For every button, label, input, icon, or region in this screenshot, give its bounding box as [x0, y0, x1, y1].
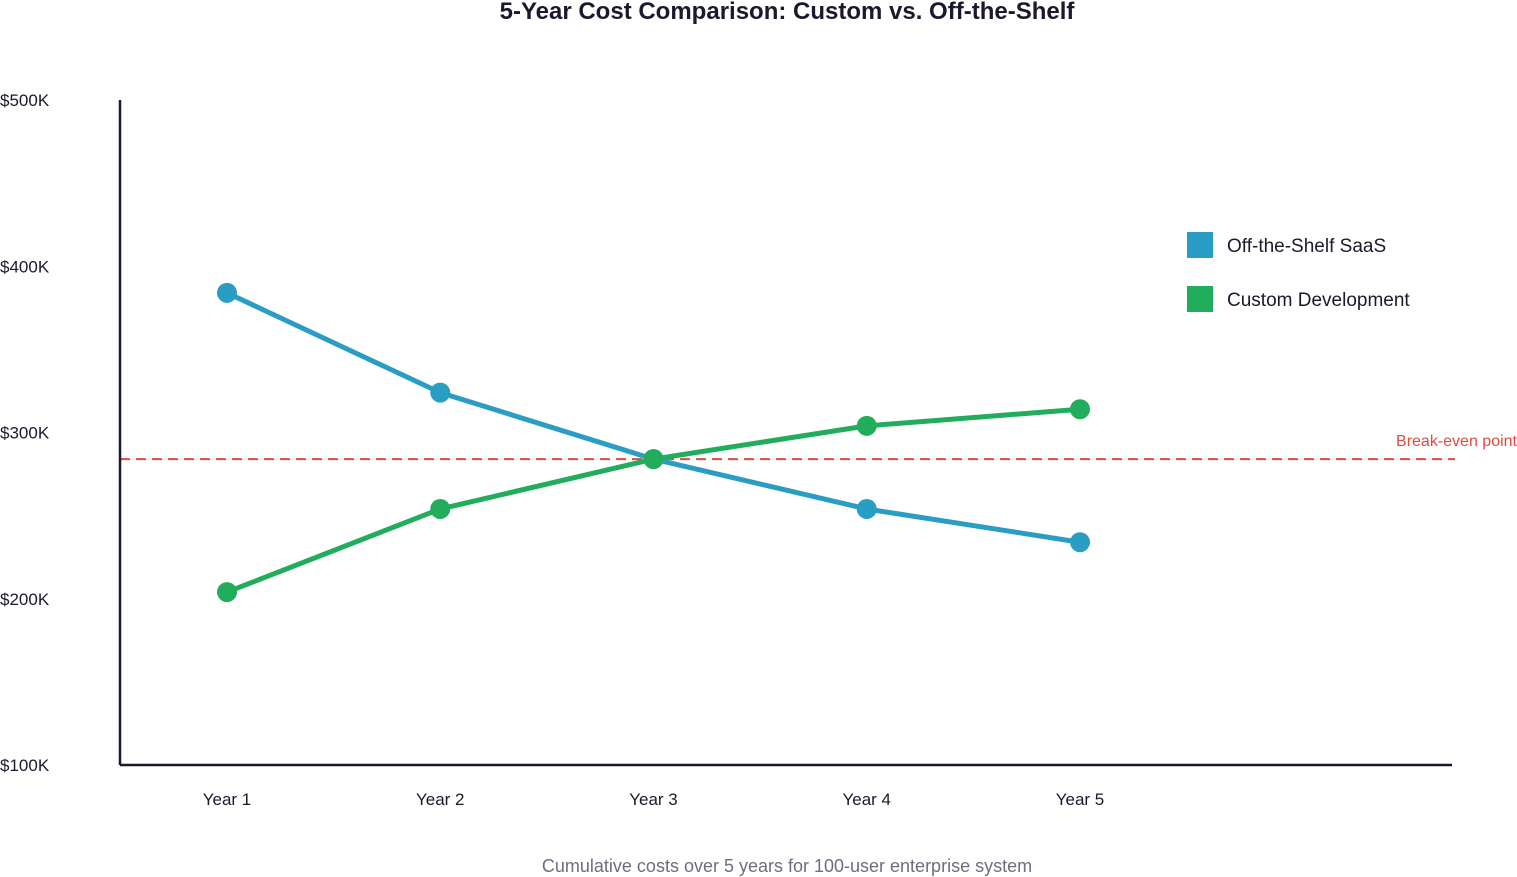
legend-swatch: [1187, 286, 1213, 312]
series-line-custom-development: [224, 406, 1083, 595]
chart-caption: Cumulative costs over 5 years for 100-us…: [542, 856, 1032, 876]
legend-item: Off-the-Shelf SaaS: [1187, 232, 1386, 258]
x-axis-ticks: Year 1 Year 2 Year 3 Year 4 Year 5: [203, 790, 1105, 809]
y-axis-ticks: $100K $200K $300K $400K $500K: [0, 91, 50, 775]
y-tick-label: $500K: [0, 91, 50, 110]
series-custom-development: [217, 399, 1090, 603]
data-point-custom-development: [643, 449, 664, 470]
axes: [118, 100, 1452, 767]
x-tick-label: Year 5: [1056, 790, 1105, 809]
x-tick-label: Year 2: [416, 790, 465, 809]
data-point-custom-development: [430, 498, 451, 519]
series-layer: [217, 282, 1090, 603]
legend: Off-the-Shelf SaaS Custom Development: [1187, 232, 1410, 312]
x-tick-label: Year 3: [629, 790, 678, 809]
y-tick-label: $200K: [0, 590, 50, 609]
x-tick-label: Year 1: [203, 790, 252, 809]
break-even-label: Break-even point: [1396, 433, 1517, 450]
y-tick-label: $300K: [0, 424, 50, 443]
x-tick-label: Year 4: [842, 790, 891, 809]
legend-item: Custom Development: [1187, 286, 1410, 312]
legend-label: Off-the-Shelf SaaS: [1227, 236, 1386, 257]
data-point-custom-development: [217, 582, 237, 603]
data-point-off-the-shelf-saas: [217, 282, 237, 303]
y-tick-label: $100K: [0, 756, 50, 775]
data-point-custom-development: [856, 415, 877, 436]
legend-label: Custom Development: [1227, 290, 1410, 311]
data-point-off-the-shelf-saas: [1070, 532, 1090, 553]
data-point-off-the-shelf-saas: [430, 382, 451, 403]
reference-layer: Break-even point: [120, 433, 1517, 461]
legend-swatch: [1187, 232, 1213, 258]
y-tick-label: $400K: [0, 257, 50, 276]
data-point-custom-development: [1070, 399, 1090, 420]
data-point-off-the-shelf-saas: [856, 498, 877, 519]
chart-title: 5-Year Cost Comparison: Custom vs. Off-t…: [500, 0, 1076, 25]
